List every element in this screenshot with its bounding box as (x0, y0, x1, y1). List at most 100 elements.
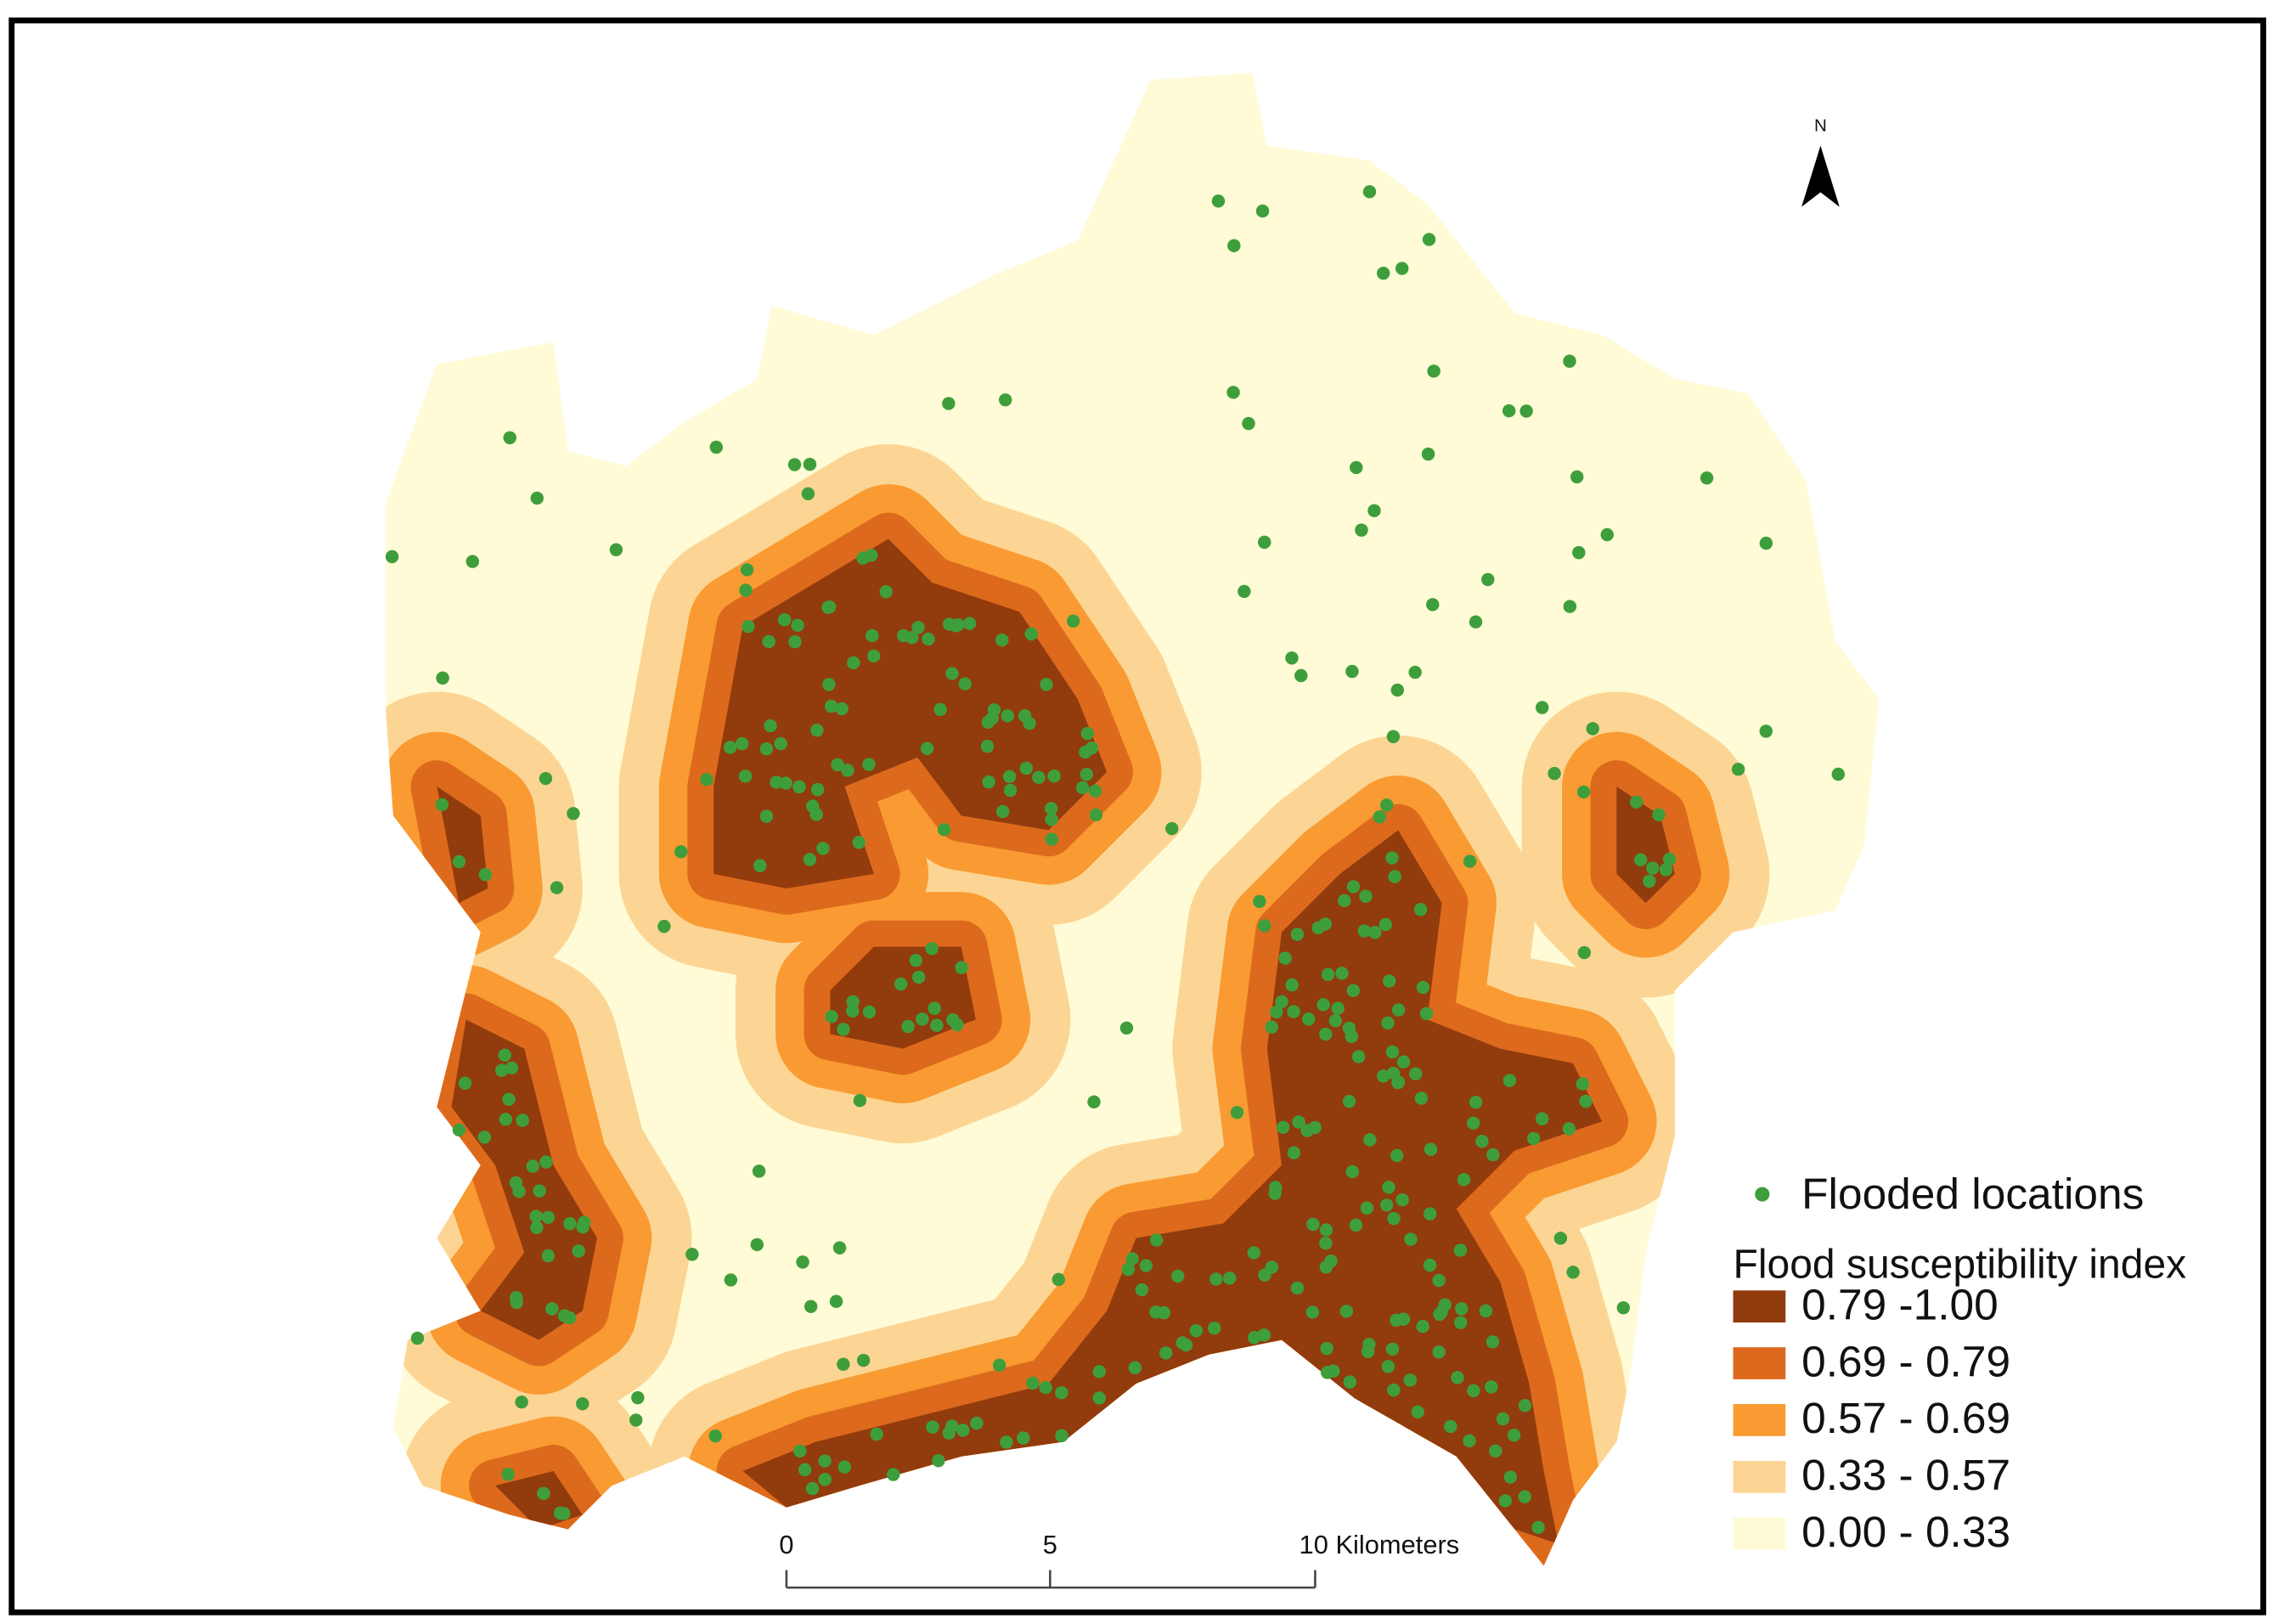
flood-point (1045, 813, 1058, 826)
flood-point (1343, 1375, 1357, 1389)
flood-point (958, 677, 972, 691)
flood-point (1422, 233, 1436, 246)
flood-point (1527, 1131, 1541, 1146)
flood-point (1377, 1069, 1390, 1083)
flood-point (1531, 1520, 1545, 1535)
flood-point (1600, 527, 1614, 542)
flood-point (835, 702, 848, 716)
flood-point (865, 629, 879, 643)
flood-point (752, 1164, 766, 1178)
flood-point (723, 741, 737, 754)
flood-point (911, 620, 925, 634)
flood-point (1519, 404, 1533, 418)
flood-point (1119, 1021, 1134, 1035)
flood-point (1570, 470, 1584, 484)
flood-point (1373, 810, 1387, 824)
flood-point (1319, 1223, 1333, 1237)
flood-point (1388, 870, 1401, 883)
flood-point (798, 1463, 812, 1477)
flood-point (545, 1302, 559, 1316)
flood-point (1424, 1207, 1437, 1221)
flood-point (410, 1331, 425, 1345)
legend-label: 0.33 - 0.57 (1801, 1450, 2010, 1499)
flood-point (1345, 664, 1359, 679)
flood-point (916, 1012, 929, 1026)
flood-point (897, 629, 910, 643)
flood-point (1383, 974, 1396, 988)
flood-point (1536, 701, 1549, 714)
flood-point (1301, 1012, 1316, 1026)
flood-point (1342, 1095, 1356, 1108)
flood-point (837, 1460, 852, 1474)
flood-point (1258, 1268, 1271, 1282)
flood-point (572, 1244, 585, 1258)
flood-point (1319, 1260, 1333, 1274)
flood-point (1047, 769, 1061, 783)
legend-label: 0.00 - 0.33 (1801, 1507, 2010, 1556)
flood-point (841, 764, 854, 777)
flood-point (539, 1155, 553, 1169)
flood-point (1438, 1298, 1452, 1311)
flood-point (1396, 1055, 1411, 1069)
flood-point (1390, 1148, 1404, 1163)
flood-point (1731, 762, 1745, 776)
flood-point (700, 772, 713, 787)
flood-point (685, 1248, 699, 1261)
flood-point (1759, 536, 1773, 550)
flood-point (1408, 1067, 1423, 1080)
flood-point (1486, 1335, 1500, 1349)
flood-point (831, 758, 844, 772)
flood-point (385, 550, 399, 564)
flood-point (1629, 795, 1643, 809)
flood-point (1395, 1193, 1409, 1207)
flood-point (837, 1357, 850, 1371)
flood-point (816, 842, 830, 855)
flood-point (1454, 1316, 1468, 1329)
flood-point (1017, 1431, 1030, 1445)
flood-point (1563, 354, 1576, 368)
legend-swatch (1733, 1347, 1786, 1379)
flood-point (1338, 894, 1351, 908)
flood-point (1659, 863, 1673, 877)
flood-point (980, 739, 995, 753)
flood-point (550, 881, 564, 894)
flood-point (1562, 1122, 1576, 1136)
flood-point (502, 1092, 516, 1107)
flood-point (1247, 1246, 1260, 1260)
flood-point (1339, 1305, 1354, 1318)
flood-point (1486, 1148, 1500, 1162)
flood-point (1257, 1328, 1271, 1342)
flood-point (1378, 917, 1393, 932)
flood-point (1080, 767, 1094, 781)
flood-point (1432, 1345, 1446, 1359)
flood-point (1092, 1391, 1107, 1405)
flood-point (803, 457, 817, 471)
flood-point (1265, 1020, 1278, 1034)
flood-point (1226, 386, 1240, 399)
flood-point (1255, 204, 1270, 218)
flood-point (1502, 403, 1516, 418)
flood-point (1390, 1313, 1403, 1327)
flood-point (1391, 1003, 1406, 1017)
flood-point (1498, 1494, 1513, 1508)
flood-point (867, 649, 881, 663)
flood-point (1079, 745, 1092, 759)
flood-point (562, 1311, 577, 1325)
flood-point (1087, 1095, 1101, 1109)
flood-point (1319, 1027, 1333, 1041)
flood-point (1242, 416, 1255, 431)
flood-point (1616, 1300, 1631, 1315)
flood-point (1287, 1005, 1300, 1018)
flood-point (1294, 668, 1308, 683)
flood-point (1287, 1146, 1301, 1159)
flood-point (825, 1010, 838, 1023)
flood-point (1479, 1304, 1493, 1318)
legend-swatch (1733, 1517, 1786, 1550)
flood-point (1346, 880, 1361, 894)
flood-point (609, 543, 623, 556)
north-label: N (1814, 116, 1827, 136)
legend-swatch (1733, 1460, 1786, 1493)
flood-point (1308, 1120, 1322, 1135)
flood-point (1385, 851, 1399, 865)
